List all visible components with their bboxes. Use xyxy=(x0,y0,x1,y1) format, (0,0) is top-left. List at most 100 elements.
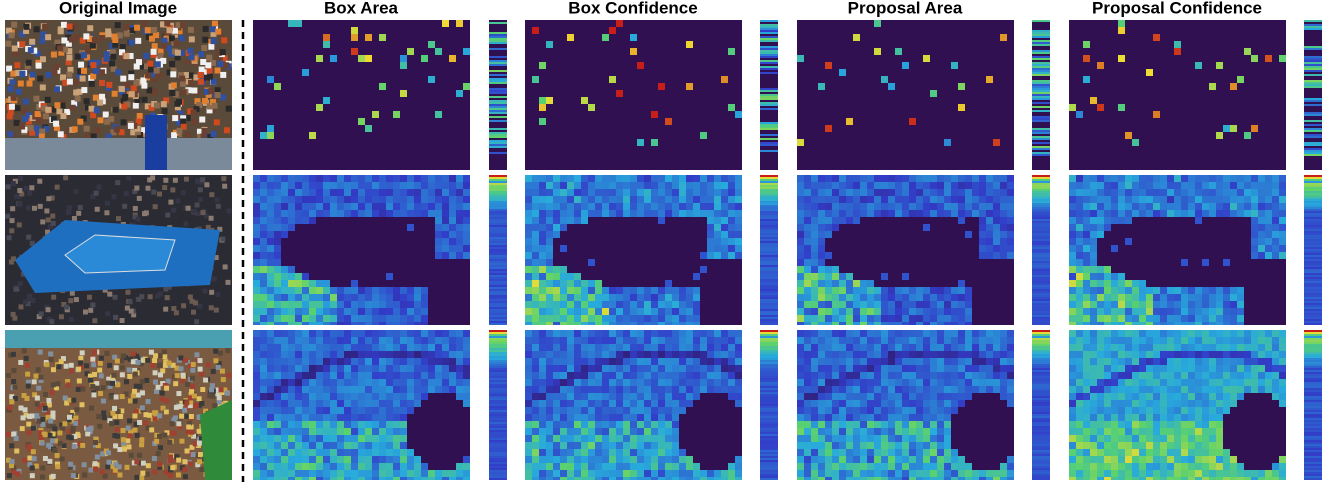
heat-cell xyxy=(323,189,330,196)
heat-cell xyxy=(1223,196,1230,203)
heat-cell xyxy=(686,456,693,463)
heat-cell xyxy=(1069,273,1076,280)
heat-cell xyxy=(372,287,379,294)
profile-row xyxy=(1032,106,1050,108)
heat-cell xyxy=(602,322,609,325)
heat-cell xyxy=(288,182,295,189)
profile-row xyxy=(489,96,507,98)
heat-cell xyxy=(309,196,316,203)
heat-cell xyxy=(721,182,728,189)
heat-cell xyxy=(456,245,463,252)
profile-row xyxy=(1304,205,1322,207)
heat-cell xyxy=(456,196,463,203)
heat-cell xyxy=(630,428,637,435)
heat-cell xyxy=(881,196,888,203)
heat-cell xyxy=(274,372,281,379)
heat-cell xyxy=(337,175,344,182)
heat-cell xyxy=(393,428,400,435)
heat-cell xyxy=(260,301,267,308)
heat-cell xyxy=(302,210,309,217)
profile-row xyxy=(489,462,507,464)
heat-cell xyxy=(532,196,539,203)
heat-cell xyxy=(267,259,274,266)
heat-cell xyxy=(867,196,874,203)
heat-cell xyxy=(979,175,986,182)
heat-cell xyxy=(728,252,735,259)
heat-cell xyxy=(1167,322,1174,325)
photo-px xyxy=(144,378,149,383)
photo-px xyxy=(11,352,16,357)
photo-px xyxy=(14,120,20,126)
profile-row xyxy=(760,26,778,28)
profile-row xyxy=(1032,309,1050,311)
photo-px xyxy=(23,99,29,105)
heat-cell xyxy=(372,337,379,344)
heat-cell xyxy=(274,315,281,322)
heat-cell xyxy=(372,393,379,400)
heat-cell xyxy=(644,358,651,365)
heat-cell xyxy=(616,435,623,442)
heat-cell xyxy=(295,456,302,463)
photo-px xyxy=(215,92,221,98)
profile-row xyxy=(1032,243,1050,245)
heat-cell xyxy=(435,252,442,259)
heat-cell xyxy=(651,428,658,435)
photo-px xyxy=(183,474,188,479)
heat-cell xyxy=(344,456,351,463)
photo-px xyxy=(24,186,29,191)
heat-cell xyxy=(435,245,442,252)
heat-cell xyxy=(379,322,386,325)
heat-cell xyxy=(539,210,546,217)
heat-cell xyxy=(1090,301,1097,308)
heat-cell xyxy=(288,344,295,351)
heat-cell xyxy=(267,344,274,351)
photo-px xyxy=(102,415,107,420)
heat-cell xyxy=(372,365,379,372)
heat-cell xyxy=(414,344,421,351)
profile-row xyxy=(760,32,778,34)
photo-px xyxy=(190,384,195,389)
heat-cell xyxy=(644,421,651,428)
heat-cell xyxy=(923,294,930,301)
heat-cell xyxy=(1090,189,1097,196)
heat-cell xyxy=(386,477,393,480)
photo-px xyxy=(114,365,119,370)
heat-cell xyxy=(637,442,644,449)
photo-px xyxy=(87,25,93,31)
heat-cell xyxy=(951,301,958,308)
profile-row xyxy=(1304,275,1322,277)
heat-cell xyxy=(811,203,818,210)
heat-cell xyxy=(365,442,372,449)
heat-cell xyxy=(539,322,546,325)
heat-cell xyxy=(260,456,267,463)
profile-row xyxy=(760,24,778,26)
heat-cell xyxy=(288,407,295,414)
heat-cell xyxy=(658,449,665,456)
profile-row xyxy=(1304,183,1322,185)
photo-px xyxy=(156,451,161,456)
heat-cell xyxy=(1090,315,1097,322)
heat-cell xyxy=(728,365,735,372)
heat-cell xyxy=(832,315,839,322)
heat-cell xyxy=(658,83,665,90)
heat-cell xyxy=(1146,287,1153,294)
photo-px xyxy=(26,444,31,449)
heat-cell xyxy=(595,449,602,456)
profile-row xyxy=(1304,177,1322,179)
profile-bar xyxy=(760,20,778,170)
heat-cell xyxy=(651,196,658,203)
photo-px xyxy=(201,45,207,51)
heat-cell xyxy=(1265,175,1272,182)
photo-px xyxy=(141,83,147,89)
heat-cell xyxy=(623,400,630,407)
profile-row xyxy=(1032,118,1050,120)
heat-cell xyxy=(735,175,742,182)
profile-row xyxy=(489,287,507,289)
heat-cell xyxy=(658,330,665,337)
profile-row xyxy=(489,269,507,271)
profile-row xyxy=(760,185,778,187)
heat-cell xyxy=(679,337,686,344)
heat-cell xyxy=(267,238,274,245)
photo-px xyxy=(10,218,15,223)
heat-cell xyxy=(316,372,323,379)
